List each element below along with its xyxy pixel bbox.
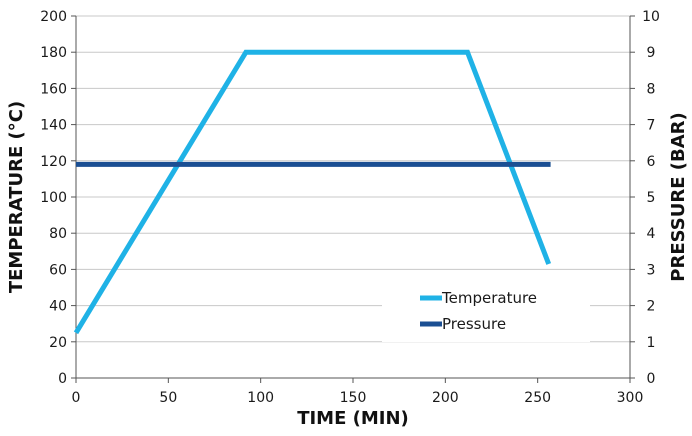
right-tick-label: 0: [647, 371, 656, 387]
left-tick-label: 60: [49, 262, 67, 278]
right-axis-ticks: 0 1 2 3 4 5 6 7 8 9 10: [630, 9, 660, 387]
x-tick-label: 250: [524, 390, 551, 406]
right-tick-label: 7: [647, 118, 656, 134]
left-tick-label: 0: [58, 371, 67, 387]
y2-axis-title: PRESSURE (BAR): [668, 112, 689, 281]
legend-label-temperature: Temperature: [441, 289, 537, 307]
y-axis-title: TEMPERATURE (°C): [6, 101, 27, 293]
left-axis-ticks: 0 20 40 60 80 100 120 140 160 180 200: [40, 9, 76, 387]
x-tick-label: 50: [159, 390, 177, 406]
x-tick-label: 0: [72, 390, 81, 406]
legend: Temperature Pressure: [382, 278, 590, 342]
left-tick-label: 120: [40, 154, 67, 170]
right-tick-label: 3: [647, 262, 656, 278]
right-tick-label: 4: [647, 226, 656, 242]
x-axis-title: TIME (MIN): [297, 408, 409, 429]
left-tick-label: 140: [40, 118, 67, 134]
left-tick-label: 160: [40, 81, 67, 97]
right-tick-label: 6: [647, 154, 656, 170]
x-axis-ticks: 0 50 100 150 200 250 300: [72, 378, 644, 406]
x-tick-label: 300: [617, 390, 644, 406]
legend-label-pressure: Pressure: [442, 315, 506, 333]
legend-box: [382, 278, 590, 342]
x-tick-label: 150: [340, 390, 367, 406]
left-tick-label: 20: [49, 335, 67, 351]
x-tick-label: 100: [247, 390, 274, 406]
right-tick-label: 1: [647, 335, 656, 351]
right-tick-label: 10: [642, 9, 660, 25]
left-tick-label: 100: [40, 190, 67, 206]
right-tick-label: 2: [647, 299, 656, 315]
right-tick-label: 9: [647, 45, 656, 61]
right-tick-label: 8: [647, 81, 656, 97]
x-tick-label: 200: [432, 390, 459, 406]
left-tick-label: 80: [49, 226, 67, 242]
series-lines: [73, 49, 552, 335]
left-tick-label: 40: [49, 299, 67, 315]
left-tick-label: 200: [40, 9, 67, 25]
right-tick-label: 5: [647, 190, 656, 206]
series-line-temperature: [73, 49, 552, 335]
left-tick-label: 180: [40, 45, 67, 61]
